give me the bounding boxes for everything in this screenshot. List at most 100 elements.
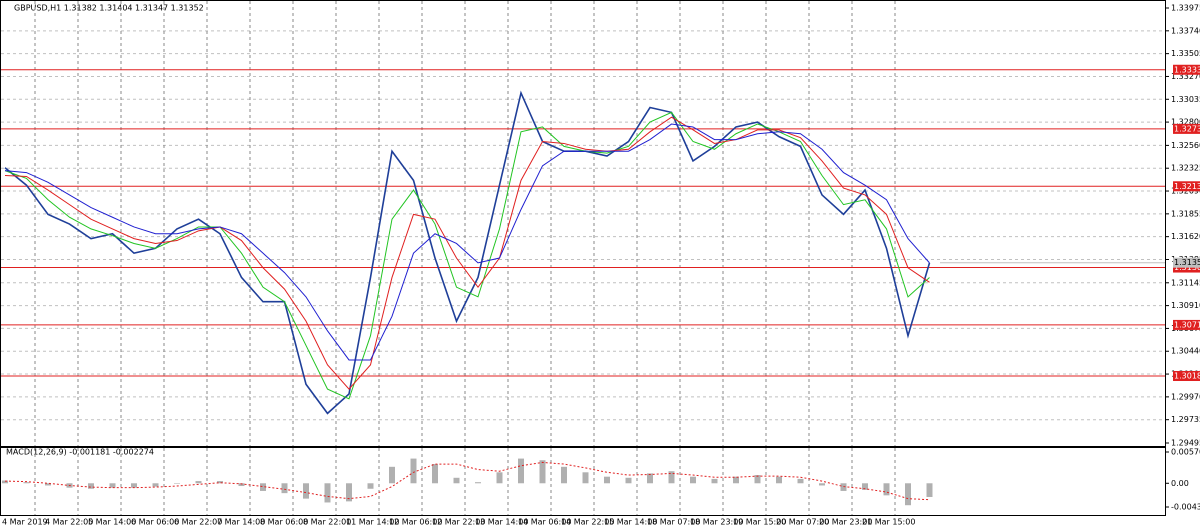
last-price-bg [1173, 257, 1200, 268]
macd-bar [561, 466, 567, 484]
level-label-bg [1173, 123, 1200, 134]
macd-bar [668, 471, 675, 484]
y-tick-label: 1.30440 [1171, 347, 1200, 356]
macd-bar [496, 472, 503, 484]
macd-bar [324, 483, 331, 503]
macd-bar [389, 466, 395, 484]
macd-bar [625, 477, 632, 484]
x-tick-label: 5 Mar 14:00 [88, 518, 136, 527]
price-line [4, 90, 931, 415]
last-price-label: 1.31352 [1174, 258, 1200, 267]
macd-bar [238, 483, 245, 487]
x-tick-label: 8 Mar 06:00 [260, 518, 308, 527]
price-line [4, 123, 930, 361]
y-tick-label: 1.32560 [1171, 141, 1200, 150]
x-tick-label: 6 Mar 22:00 [174, 518, 222, 527]
macd-bar [88, 483, 94, 489]
macd-bar [23, 482, 30, 484]
y-tick-label: 1.31145 [1171, 278, 1200, 287]
y-tick-label: 1.33740 [1171, 26, 1200, 35]
x-tick-label: 21 Mar 15:00 [862, 518, 915, 527]
macd-bar [840, 483, 847, 491]
macd-bar [109, 483, 116, 488]
macd-bar [45, 483, 51, 486]
x-tick-label: 6 Mar 06:00 [131, 518, 179, 527]
y-tick-label: 1.33035 [1171, 95, 1200, 104]
macd-bar [690, 476, 696, 484]
macd-bar [905, 483, 911, 506]
macd-bar [604, 476, 610, 484]
macd-bar [862, 483, 868, 490]
chart-title: GBPUSD,H1 1.31382 1.31404 1.31347 1.3135… [14, 4, 204, 13]
macd-bar [819, 483, 825, 486]
macd-bar [518, 458, 524, 484]
y-tick-label: 1.31620 [1171, 232, 1200, 241]
x-tick-label: 18 Mar 07:00 [647, 518, 700, 527]
macd-bar [926, 483, 933, 497]
macd-bar [217, 481, 223, 484]
y-tick-label: 1.29970 [1171, 392, 1200, 401]
macd-bar [195, 481, 202, 484]
macd-bar [152, 483, 159, 487]
level-label: 1.33339 [1174, 65, 1200, 74]
level-label: 1.32730 [1174, 124, 1200, 133]
y-tick-label: 1.33505 [1171, 49, 1200, 58]
x-tick-label: 15 Mar 14:00 [604, 518, 657, 527]
y-tick-label: 1.31855 [1171, 209, 1200, 218]
macd-bar [711, 478, 718, 484]
x-tick-label: 13 Mar 14:00 [475, 518, 528, 527]
macd-bar [582, 472, 589, 484]
x-tick-label: 8 Mar 22:00 [303, 518, 351, 527]
macd-bar [346, 483, 352, 502]
macd-bar [281, 483, 288, 494]
macd-bar [2, 480, 8, 484]
y-tick-label: 1.32325 [1171, 164, 1200, 173]
x-tick-label: 20 Mar 23:00 [819, 518, 872, 527]
y-tick-label: -0.004326 [1171, 503, 1200, 512]
y-tick-label: 1.33975 [1171, 4, 1200, 13]
x-tick-label: 14 Mar 22:00 [561, 518, 614, 527]
level-label: 1.32139 [1174, 182, 1200, 191]
x-tick-label: 4 Mar 22:00 [45, 518, 93, 527]
macd-bar [367, 483, 374, 489]
level-label-bg [1173, 371, 1200, 382]
macd-bar [733, 476, 739, 484]
y-tick-label: 1.32800 [1171, 118, 1200, 127]
x-tick-label: 12 Mar 06:00 [389, 518, 442, 527]
x-tick-label: 18 Mar 23:00 [690, 518, 743, 527]
macd-bar [475, 482, 481, 484]
x-tick-label: 19 Mar 15:00 [733, 518, 786, 527]
price-line [4, 111, 930, 400]
macd-bar [260, 483, 266, 491]
macd-bar [410, 458, 417, 484]
y-tick-label: 1.33270 [1171, 72, 1200, 81]
x-tick-label: 4 Mar 2019 [2, 518, 48, 527]
y-tick-label: 1.29495 [1171, 439, 1200, 448]
y-tick-label: 1.30910 [1171, 301, 1200, 310]
signal-line [4, 461, 930, 501]
macd-bar [883, 483, 890, 496]
x-tick-label: 7 Mar 14:00 [217, 518, 265, 527]
macd-bar [303, 483, 309, 499]
x-tick-label: 12 Mar 22:00 [432, 518, 485, 527]
macd-bar [754, 475, 761, 484]
main-panel [0, 0, 1166, 447]
macd-bar [432, 464, 438, 484]
x-tick-label: 14 Mar 06:00 [518, 518, 571, 527]
x-tick-label: 20 Mar 07:00 [776, 518, 829, 527]
y-tick-label: 0.00 [1171, 479, 1189, 488]
level-label-bg [1173, 319, 1200, 330]
y-tick-label: 0.005702 [1171, 448, 1200, 457]
x-tick-label: 11 Mar 14:00 [346, 518, 399, 527]
level-label: 1.30185 [1174, 372, 1200, 381]
macd-bar [797, 478, 804, 484]
macd-bar [539, 460, 546, 484]
macd-bar [647, 473, 653, 484]
y-tick-label: 1.29735 [1171, 415, 1200, 424]
level-label-bg [1173, 181, 1200, 192]
macd-bar [776, 476, 782, 484]
macd-title: MACD(12,26,9) -0.001181 -0.002274 [6, 448, 154, 457]
macd-bar [453, 477, 460, 484]
